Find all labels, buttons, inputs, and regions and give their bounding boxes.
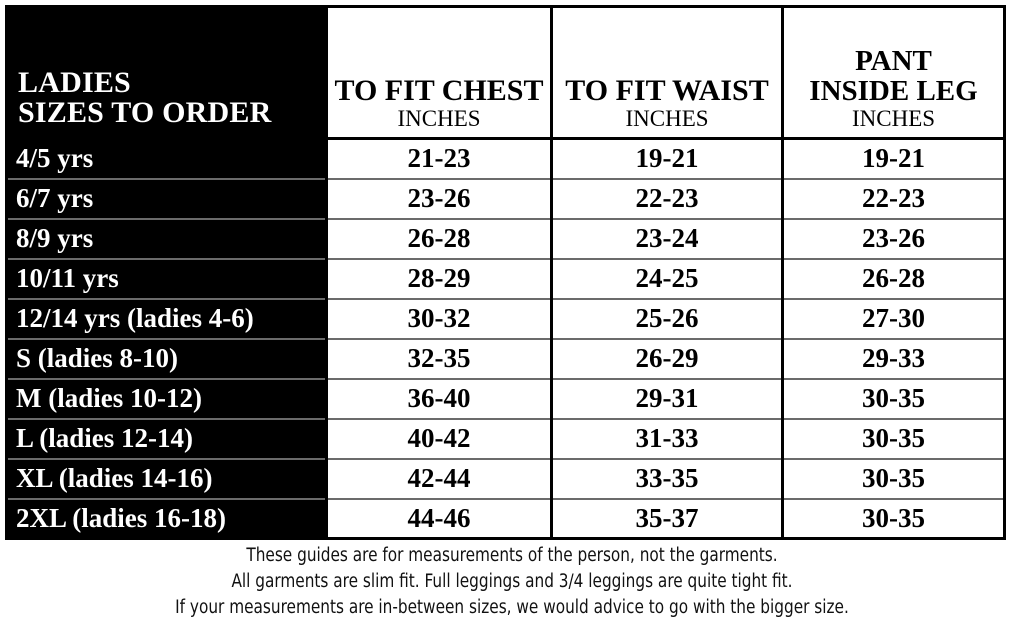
cell-size: 6/7 yrs: [6, 178, 328, 220]
cell-leg: 30-35: [782, 458, 1005, 500]
table-row: 10/11 yrs 28-29 24-25 26-28: [6, 258, 1005, 300]
table-body: 4/5 yrs 21-23 19-21 19-21 6/7 yrs 23-26 22-23 2…: [6, 138, 1005, 539]
column-header-inside-leg-title-line2: INSIDE LEG: [809, 74, 978, 107]
cell-waist: 26-29: [551, 338, 784, 380]
cell-chest: 30-32: [326, 298, 553, 340]
cell-size: XL (ladies 14-16): [6, 458, 328, 500]
table-header: LADIES SIZES TO ORDER TO FIT CHEST INCHE…: [6, 6, 1005, 140]
cell-size: M (ladies 10-12): [6, 378, 328, 420]
column-header-waist-title: TO FIT WAIST: [565, 73, 769, 107]
cell-size: 2XL (ladies 16-18): [6, 498, 328, 539]
table-row: S (ladies 8-10) 32-35 26-29 29-33: [6, 338, 1005, 380]
cell-chest: 42-44: [326, 458, 553, 500]
cell-leg: 30-35: [782, 378, 1005, 420]
cell-waist: 23-24: [551, 218, 784, 260]
cell-leg: 23-26: [782, 218, 1005, 260]
cell-size: 8/9 yrs: [6, 218, 328, 260]
footnote-line-3: If your measurements are in-between size…: [175, 597, 849, 618]
size-chart-table-container: LADIES SIZES TO ORDER TO FIT CHEST INCHE…: [5, 5, 1006, 540]
table-row: 12/14 yrs (ladies 4-6) 30-32 25-26 27-30: [6, 298, 1005, 340]
cell-size: 4/5 yrs: [6, 138, 328, 180]
cell-size: L (ladies 12-14): [6, 418, 328, 460]
cell-size: 12/14 yrs (ladies 4-6): [6, 298, 328, 340]
footnote-block: These guides are for measurements of the…: [0, 543, 1024, 621]
size-chart-table: LADIES SIZES TO ORDER TO FIT CHEST INCHE…: [5, 5, 1006, 540]
cell-chest: 36-40: [326, 378, 553, 420]
column-header-inside-leg-unit: INCHES: [851, 106, 936, 132]
cell-waist: 31-33: [551, 418, 784, 460]
cell-waist: 25-26: [551, 298, 784, 340]
cell-leg: 30-35: [782, 418, 1005, 460]
column-header-inside-leg: PANT INSIDE LEG INCHES: [782, 6, 1005, 140]
cell-size: S (ladies 8-10): [6, 338, 328, 380]
cell-chest: 21-23: [326, 138, 553, 180]
column-header-chest-title: TO FIT CHEST: [334, 73, 544, 107]
footnote-line-1: These guides are for measurements of the…: [246, 545, 778, 566]
cell-leg: 26-28: [782, 258, 1005, 300]
table-row: 6/7 yrs 23-26 22-23 22-23: [6, 178, 1005, 220]
cell-chest: 44-46: [326, 498, 553, 539]
table-row: 8/9 yrs 26-28 23-24 23-26: [6, 218, 1005, 260]
cell-waist: 29-31: [551, 378, 784, 420]
cell-leg: 27-30: [782, 298, 1005, 340]
cell-waist: 19-21: [551, 138, 784, 180]
cell-size: 10/11 yrs: [6, 258, 328, 300]
table-row: L (ladies 12-14) 40-42 31-33 30-35: [6, 418, 1005, 460]
cell-leg: 19-21: [782, 138, 1005, 180]
cell-waist: 33-35: [551, 458, 784, 500]
column-header-inside-leg-title-line1: PANT: [855, 44, 932, 77]
cell-waist: 22-23: [551, 178, 784, 220]
cell-leg: 29-33: [782, 338, 1005, 380]
column-header-waist: TO FIT WAIST INCHES: [551, 6, 784, 140]
column-header-chest: TO FIT CHEST INCHES: [326, 6, 553, 140]
cell-chest: 40-42: [326, 418, 553, 460]
table-row: XL (ladies 14-16) 42-44 33-35 30-35: [6, 458, 1005, 500]
cell-chest: 26-28: [326, 218, 553, 260]
table-row: M (ladies 10-12) 36-40 29-31 30-35: [6, 378, 1005, 420]
table-row: 4/5 yrs 21-23 19-21 19-21: [6, 138, 1005, 180]
column-header-size-line1: LADIES: [18, 65, 131, 99]
table-row: 2XL (ladies 16-18) 44-46 35-37 30-35: [6, 498, 1005, 539]
header-row: LADIES SIZES TO ORDER TO FIT CHEST INCHE…: [6, 6, 1005, 140]
cell-waist: 24-25: [551, 258, 784, 300]
column-header-size-line2: SIZES TO ORDER: [18, 96, 272, 130]
footnote-line-2: All garments are slim fit. Full leggings…: [231, 571, 793, 592]
column-header-waist-unit: INCHES: [625, 106, 709, 132]
cell-waist: 35-37: [551, 498, 784, 539]
column-header-size: LADIES SIZES TO ORDER: [6, 6, 328, 140]
column-header-chest-unit: INCHES: [397, 106, 481, 132]
cell-leg: 30-35: [782, 498, 1005, 539]
cell-chest: 23-26: [326, 178, 553, 220]
cell-chest: 28-29: [326, 258, 553, 300]
cell-chest: 32-35: [326, 338, 553, 380]
cell-leg: 22-23: [782, 178, 1005, 220]
